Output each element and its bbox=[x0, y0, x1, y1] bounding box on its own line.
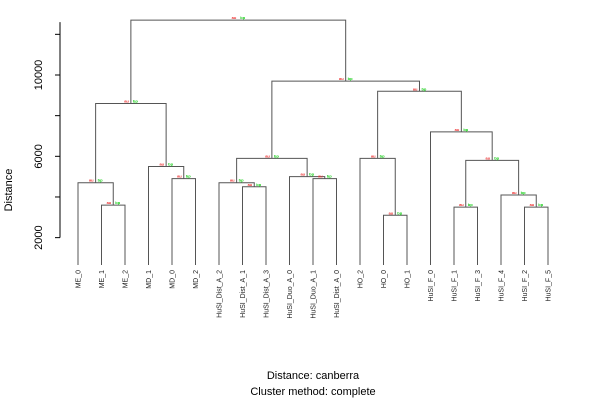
au-label-n9: au bbox=[300, 172, 305, 177]
bp-label-n16: bp bbox=[494, 155, 499, 160]
link-n18 bbox=[377, 90, 462, 159]
link-n14 bbox=[524, 206, 549, 265]
au-label-n2: au bbox=[89, 178, 94, 183]
au-label-n3: au bbox=[177, 174, 182, 179]
au-label-n6: au bbox=[248, 182, 253, 187]
bp-label-n20: bp bbox=[240, 15, 245, 20]
au-label-n12: au bbox=[371, 153, 376, 158]
bp-label-n11: bp bbox=[397, 210, 402, 215]
leaf-label: HuSI_F_5 bbox=[546, 270, 553, 302]
leaf-labels: ME_0 ME_1 ME_2 MD_1 MD_0 MD_2 HuSI_Dist_A_2 HuS… bbox=[76, 270, 553, 319]
leaf-label: HuSI_Dist_A_3 bbox=[264, 270, 271, 318]
leaf-label: HuSI_Dist_A_2 bbox=[217, 270, 224, 318]
au-label-n18: au bbox=[413, 86, 418, 91]
au-label-n11: au bbox=[389, 210, 394, 215]
bp-label-n13: bp bbox=[468, 202, 473, 207]
leaf-label: ME_2 bbox=[123, 270, 130, 288]
leaf-label: HuSI_F_0 bbox=[428, 270, 435, 302]
au-label-n7: au bbox=[230, 178, 235, 183]
leaf-label: ME_0 bbox=[76, 270, 83, 288]
caption-distance: Distance: canberra bbox=[267, 370, 360, 382]
bp-label-n3: bp bbox=[186, 174, 191, 179]
au-label-n13: au bbox=[459, 202, 464, 207]
au-label-n19: au bbox=[339, 76, 344, 81]
y-axis: 2000 6000 10000 bbox=[33, 22, 61, 250]
link-n11 bbox=[383, 214, 408, 265]
link-n16 bbox=[465, 159, 520, 208]
link-n6 bbox=[242, 186, 267, 265]
bp-label-n14: bp bbox=[538, 202, 543, 207]
au-label-n1: au bbox=[107, 200, 112, 205]
leaf-label: HuSI_F_1 bbox=[452, 270, 459, 302]
dendrogram-links bbox=[77, 19, 549, 265]
bp-label-n4: bp bbox=[168, 161, 173, 166]
y-tick-label-10000: 10000 bbox=[33, 60, 45, 91]
caption-cluster-method: Cluster method: complete bbox=[250, 386, 375, 398]
au-label-n17: au bbox=[455, 127, 460, 132]
bp-label-n2: bp bbox=[98, 178, 103, 183]
link-n7 bbox=[218, 182, 255, 265]
leaf-label: HuSI_F_4 bbox=[499, 270, 506, 302]
au-label-n16: au bbox=[486, 155, 491, 160]
link-n8 bbox=[312, 178, 337, 265]
bp-label-n8: bp bbox=[327, 174, 332, 179]
bp-label-n19: bp bbox=[348, 76, 353, 81]
leaf-label: HO_0 bbox=[381, 270, 388, 288]
au-label-n4: au bbox=[159, 161, 164, 166]
y-axis-label: Distance bbox=[3, 169, 15, 212]
link-n20 bbox=[130, 19, 347, 104]
link-n13 bbox=[453, 206, 478, 265]
leaf-label: HO_2 bbox=[358, 270, 365, 288]
bp-label-n10: bp bbox=[274, 153, 279, 158]
au-label-n14: au bbox=[530, 202, 535, 207]
link-n10 bbox=[236, 157, 308, 183]
bp-label-n5: bp bbox=[133, 98, 138, 103]
link-n1 bbox=[101, 204, 126, 265]
bp-label-n1: bp bbox=[115, 200, 120, 205]
bp-label-n18: bp bbox=[421, 86, 426, 91]
leaf-label: MD_2 bbox=[193, 270, 200, 289]
link-n19 bbox=[271, 80, 420, 159]
au-label-n8: au bbox=[318, 174, 323, 179]
au-label-n10: au bbox=[265, 153, 270, 158]
leaf-label: HO_1 bbox=[405, 270, 412, 288]
bp-label-n9: bp bbox=[309, 172, 314, 177]
link-n3 bbox=[171, 178, 196, 265]
bp-label-n15: bp bbox=[521, 190, 526, 195]
au-label-n20: au bbox=[232, 15, 237, 20]
leaf-label: HuSI_F_3 bbox=[475, 270, 482, 302]
link-n17 bbox=[430, 131, 493, 265]
au-label-n5: au bbox=[124, 98, 129, 103]
link-n2 bbox=[77, 182, 114, 265]
leaf-label: HuSI_F_2 bbox=[522, 270, 529, 302]
leaf-label: HuSI_Dist_A_1 bbox=[240, 270, 247, 318]
bp-label-n12: bp bbox=[380, 153, 385, 158]
leaf-label: HuSI_Duo_A_0 bbox=[287, 270, 294, 319]
link-n4 bbox=[148, 165, 185, 265]
bp-label-n6: bp bbox=[256, 182, 261, 187]
y-tick-label-2000: 2000 bbox=[33, 225, 45, 249]
au-label-n15: au bbox=[512, 190, 517, 195]
bp-label-n17: bp bbox=[463, 127, 468, 132]
leaf-label: MD_1 bbox=[146, 270, 153, 289]
leaf-label: HuSI_Duo_A_1 bbox=[311, 270, 318, 319]
leaf-label: MD_0 bbox=[170, 270, 177, 289]
bp-label-n7: bp bbox=[239, 178, 244, 183]
leaf-label: ME_1 bbox=[99, 270, 106, 288]
leaf-label: HuSI_Dist_A_0 bbox=[334, 270, 341, 318]
link-n5 bbox=[95, 102, 167, 183]
y-tick-label-6000: 6000 bbox=[33, 144, 45, 168]
link-n9 bbox=[289, 176, 326, 265]
